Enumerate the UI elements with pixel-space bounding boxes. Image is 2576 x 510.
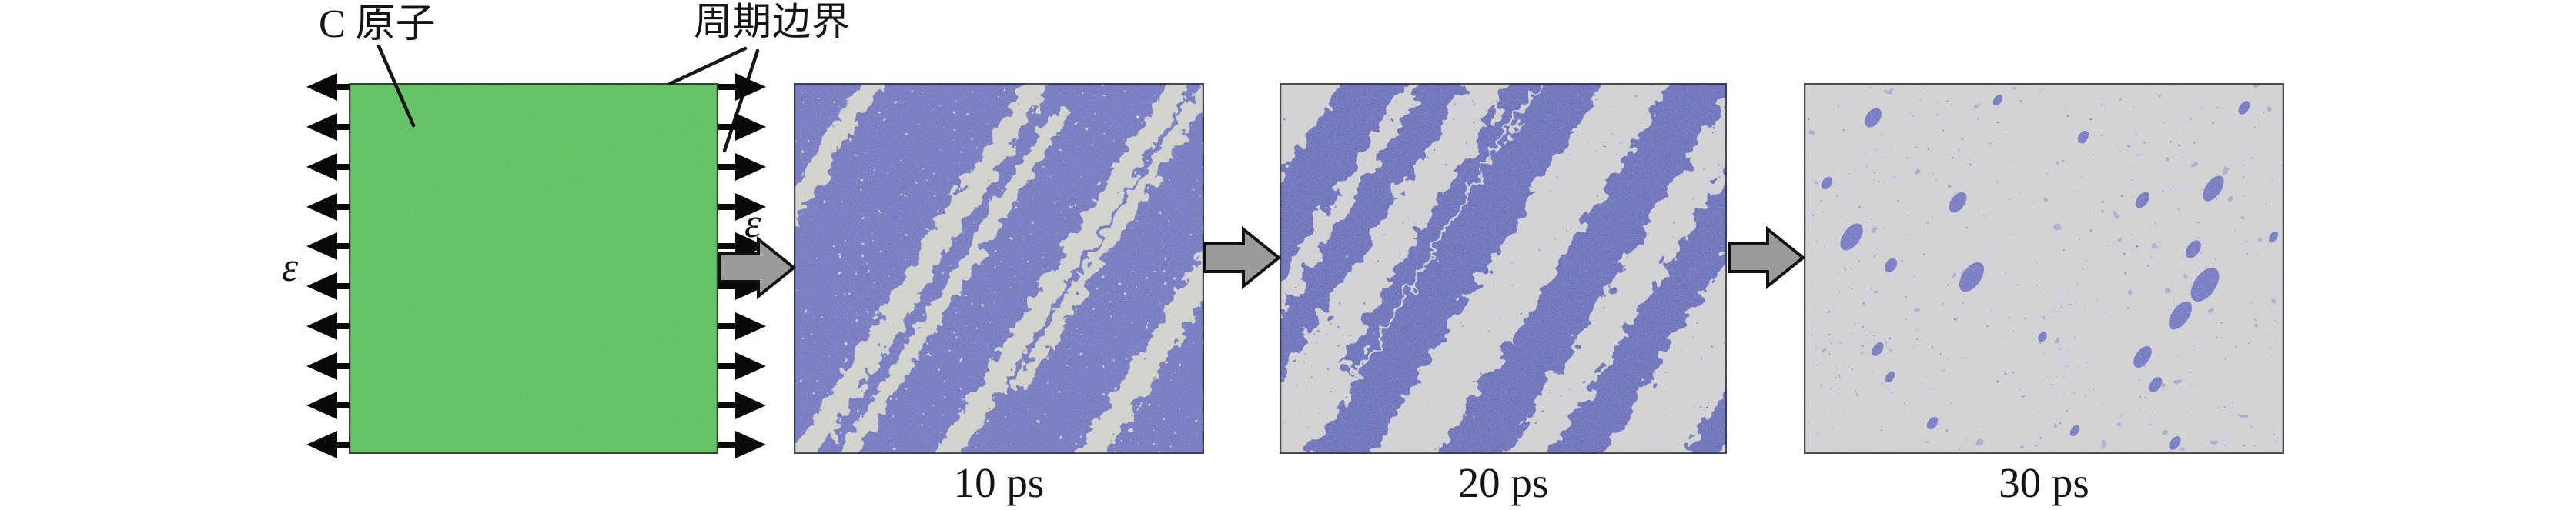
carbon-atom-dots [349,83,718,454]
panel-20ps [1280,83,1727,454]
panel-initial-configuration [349,83,718,454]
flow-arrow-3-icon [1728,225,1806,290]
flow-arrow-1-icon [718,235,797,300]
initial-box-texture [349,83,718,454]
strain-arrows-left-icon [306,73,350,458]
snapshot-10ps-texture [794,83,1204,454]
simulation-box-border [349,83,718,454]
snapshot-20ps-texture [1280,83,1727,454]
simulation-box-border [1280,83,1727,454]
flow-arrow-2-icon [1203,225,1282,290]
caption-30ps: 30 ps [1999,459,2089,506]
strain-arrows-right-icon [718,73,766,458]
caption-20ps: 20 ps [1457,459,1549,506]
periodic-boundary-leader-line-2 [722,48,760,153]
simulation-box-border [1804,83,2284,454]
periodic-boundary-leader-line-1 [667,46,748,86]
time-flow-arrows [718,225,1806,300]
c-atom-label: C 原子 [319,2,436,46]
strain-epsilon-right-label: ε [744,200,761,246]
panel-10ps [794,83,1204,454]
c-atom-leader-line [376,44,416,128]
strain-epsilon-left-label: ε [282,244,299,290]
panel-30ps [1804,83,2284,454]
leader-lines [376,44,760,153]
caption-10ps: 10 ps [953,459,1045,506]
snapshot-30ps-texture [1804,83,2284,454]
periodic-boundary-label: 周期边界 [694,0,851,43]
